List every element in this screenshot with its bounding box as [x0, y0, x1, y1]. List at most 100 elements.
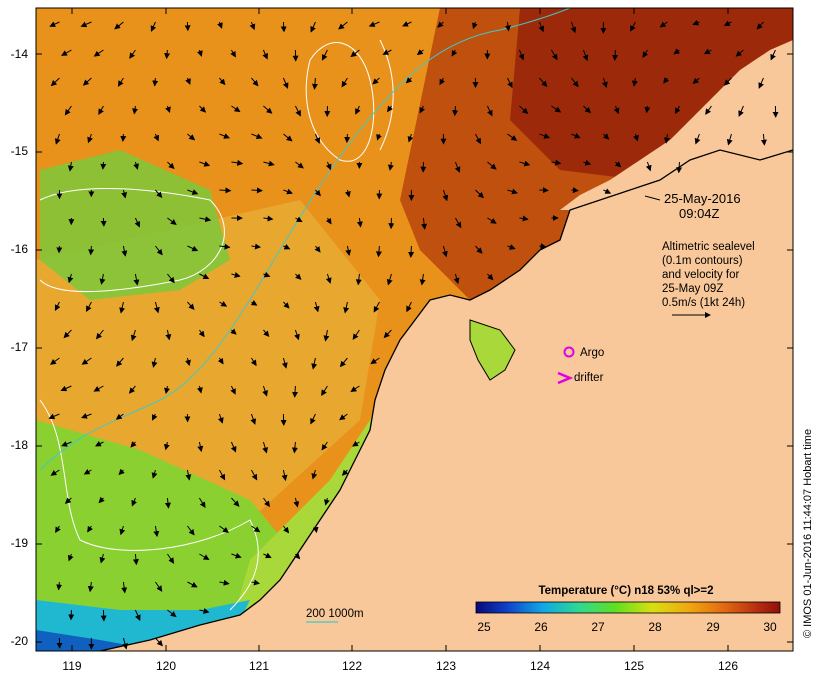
velocity-arrow: [88, 245, 95, 256]
velocity-arrow: [324, 497, 330, 506]
velocity-arrow: [539, 133, 551, 139]
velocity-arrow: [692, 19, 700, 26]
velocity-arrow: [663, 133, 670, 144]
velocity-arrow: [231, 159, 244, 166]
velocity-arrow: [230, 385, 236, 395]
velocity-arrow: [199, 160, 211, 167]
velocity-arrow: [55, 525, 61, 534]
velocity-arrow: [583, 105, 592, 114]
velocity-arrow: [439, 77, 446, 86]
colorbar-title: Temperature (°C) n18 53% ql>=2: [538, 585, 713, 597]
velocity-arrow: [676, 161, 683, 174]
velocity-arrow: [295, 216, 303, 223]
velocity-arrow: [199, 105, 207, 113]
velocity-arrow: [165, 329, 172, 341]
velocity-arrow: [121, 245, 128, 257]
velocity-arrow: [219, 133, 230, 139]
kimberley-coast: [560, 40, 793, 210]
velocity-arrow: [199, 497, 206, 509]
land-mass: [100, 150, 793, 651]
velocity-arrow: [217, 413, 224, 424]
velocity-arrow: [120, 133, 127, 142]
velocity-arrow: [486, 105, 493, 117]
lon-tick-label: 119: [62, 659, 81, 673]
velocity-arrow: [117, 77, 124, 87]
velocity-arrow: [519, 215, 529, 222]
velocity-arrow: [311, 357, 318, 370]
velocity-arrow: [163, 441, 170, 451]
velocity-arrow: [341, 77, 348, 88]
velocity-arrow: [50, 77, 60, 87]
velocity-arrow: [614, 161, 622, 168]
velocity-arrow: [262, 49, 268, 60]
velocity-arrow: [756, 21, 764, 30]
velocity-arrow: [167, 609, 177, 618]
velocity-arrow: [770, 49, 776, 61]
velocity-arrow: [416, 49, 424, 56]
velocity-arrow: [551, 159, 562, 166]
velocity-arrow: [155, 245, 163, 256]
velocity-arrow: [355, 273, 362, 286]
velocity-arrow: [613, 105, 620, 115]
legend-line: 0.5m/s (1kt 24h): [662, 297, 745, 309]
velocity-arrow: [294, 105, 301, 117]
velocity-arrow: [487, 273, 494, 281]
isobath-label: 200 1000m: [306, 608, 364, 620]
lon-axis: 119 120 121 122 123 124 125 126: [62, 8, 738, 673]
velocity-arrow: [601, 77, 608, 89]
velocity-arrow: [134, 609, 141, 622]
velocity-arrow: [128, 385, 136, 394]
velocity-arrow: [231, 552, 242, 559]
velocity-arrow: [387, 105, 393, 113]
velocity-arrow: [132, 553, 139, 566]
velocity-arrow: [61, 441, 72, 447]
legend-line: (0.1m contours): [662, 255, 743, 267]
velocity-arrow: [81, 413, 92, 419]
velocity-arrow: [99, 553, 106, 564]
velocity-arrow: [758, 77, 764, 89]
velocity-arrow: [475, 189, 485, 199]
velocity-arrow: [155, 637, 163, 647]
velocity-arrow: [87, 581, 94, 593]
lat-tick-label: -17: [11, 340, 29, 354]
velocity-arrow: [67, 553, 74, 562]
velocity-arrow: [164, 385, 170, 395]
velocity-arrow: [630, 21, 636, 32]
velocity-arrow: [131, 497, 137, 507]
velocity-arrow: [570, 21, 577, 34]
velocity-arrow: [153, 301, 160, 314]
credit-text: © IMOS 01-Jun-2016 11:44:07 Hobart time: [802, 429, 814, 638]
velocity-arrow: [539, 77, 548, 88]
lat-tick-label: -20: [11, 634, 29, 648]
velocity-arrow: [582, 49, 589, 62]
lat-tick-label: -14: [11, 47, 29, 61]
velocity-arrow: [185, 357, 191, 367]
velocity-arrow: [406, 301, 412, 313]
velocity-arrow: [538, 21, 545, 33]
velocity-arrow: [442, 245, 448, 258]
velocity-arrow: [419, 105, 426, 114]
velocity-arrow: [152, 413, 158, 421]
velocity-arrow: [325, 161, 332, 171]
velocity-arrow: [251, 579, 260, 586]
velocity-arrow: [100, 161, 107, 170]
velocity-arrow: [283, 133, 293, 142]
velocity-arrow: [80, 21, 92, 28]
velocity-arrow: [738, 105, 744, 117]
velocity-arrow: [56, 581, 63, 591]
lon-tick-label: 122: [342, 659, 362, 673]
velocity-arrow: [454, 161, 461, 173]
colorbar-tick: 29: [706, 620, 720, 634]
velocity-arrow: [219, 187, 232, 194]
velocity-arrow: [187, 133, 196, 141]
velocity-arrow: [370, 357, 380, 365]
velocity-arrow: [350, 49, 360, 58]
velocity-arrow: [185, 469, 192, 481]
velocity-arrow: [82, 77, 92, 86]
velocity-arrow: [167, 217, 177, 225]
velocity-arrow: [451, 49, 458, 57]
velocity-arrow: [116, 357, 124, 367]
velocity-arrow: [612, 49, 619, 61]
velocity-arrow: [155, 189, 163, 198]
